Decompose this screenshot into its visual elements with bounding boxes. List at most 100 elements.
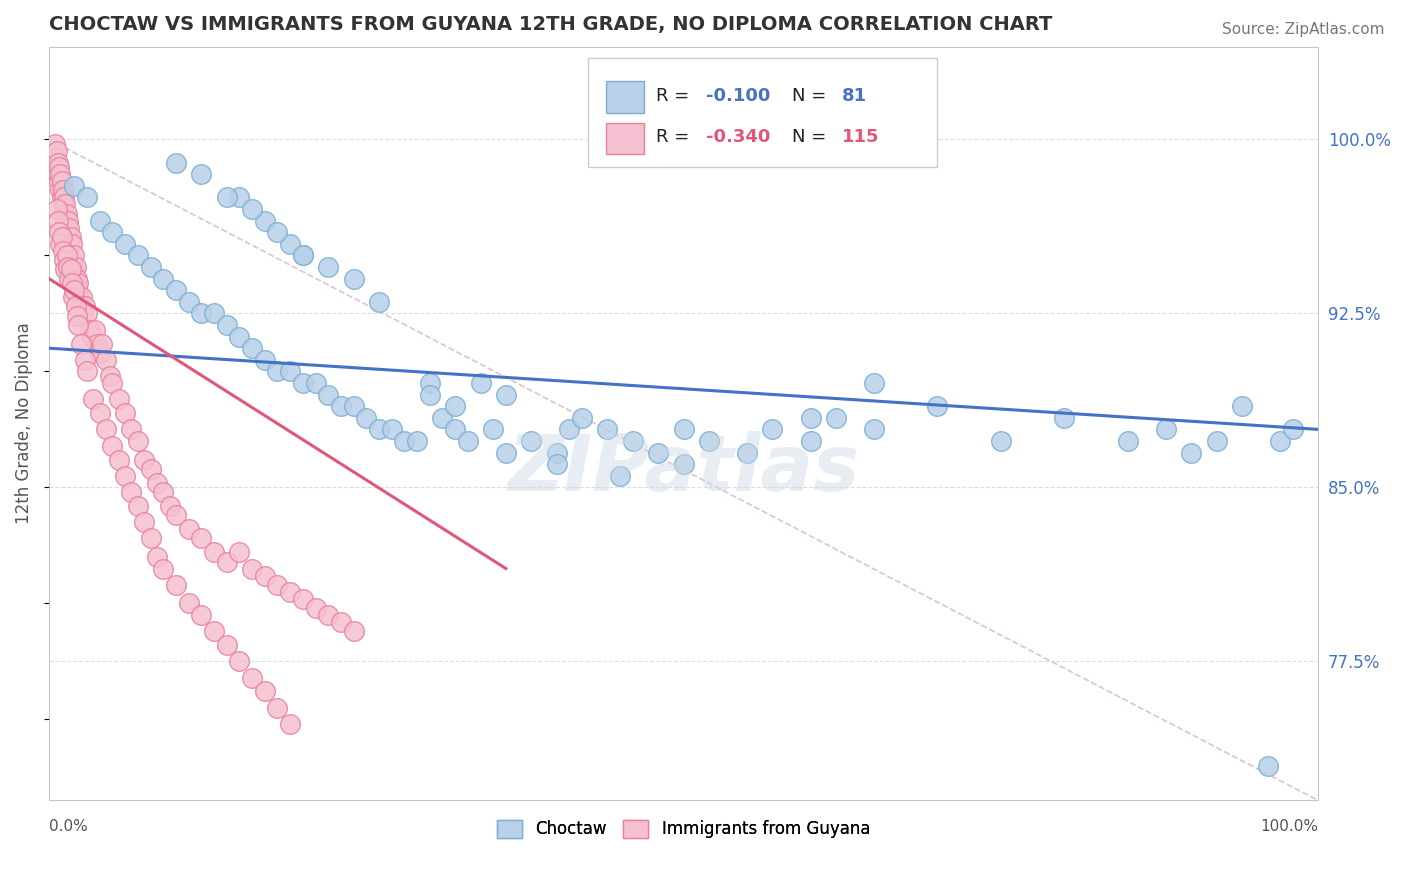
Text: 100.0%: 100.0% — [1260, 819, 1319, 834]
Point — [152, 561, 174, 575]
Point — [240, 341, 263, 355]
Point — [342, 624, 364, 639]
Point — [65, 300, 87, 314]
Point — [1116, 434, 1139, 448]
Point — [91, 336, 114, 351]
Point — [253, 352, 276, 367]
Point — [253, 568, 276, 582]
Point — [240, 671, 263, 685]
Point — [495, 445, 517, 459]
Point — [1180, 445, 1202, 459]
Point — [127, 434, 149, 448]
Point — [67, 277, 90, 291]
Point — [44, 137, 66, 152]
Point — [60, 236, 83, 251]
Y-axis label: 12th Grade, No Diploma: 12th Grade, No Diploma — [15, 323, 32, 524]
Point — [46, 155, 69, 169]
Point — [394, 434, 416, 448]
Point — [134, 452, 156, 467]
Point — [1230, 399, 1253, 413]
Point — [546, 457, 568, 471]
Point — [215, 638, 238, 652]
Point — [863, 376, 886, 390]
Point — [53, 207, 76, 221]
Point — [89, 406, 111, 420]
Point — [58, 236, 80, 251]
Point — [457, 434, 479, 448]
Point — [66, 271, 89, 285]
Point — [83, 323, 105, 337]
Point — [48, 174, 70, 188]
Point — [65, 260, 87, 274]
Text: R =: R = — [655, 128, 695, 146]
Text: CHOCTAW VS IMMIGRANTS FROM GUYANA 12TH GRADE, NO DIPLOMA CORRELATION CHART: CHOCTAW VS IMMIGRANTS FROM GUYANA 12TH G… — [49, 15, 1052, 34]
Point — [291, 376, 314, 390]
Point — [67, 290, 90, 304]
Point — [316, 260, 339, 274]
Point — [127, 248, 149, 262]
Point — [863, 422, 886, 436]
Point — [165, 578, 187, 592]
Point — [621, 434, 644, 448]
Text: 115: 115 — [842, 128, 880, 146]
Point — [546, 445, 568, 459]
Point — [215, 318, 238, 332]
Point — [419, 376, 441, 390]
Point — [51, 230, 73, 244]
Point — [1154, 422, 1177, 436]
Point — [55, 207, 77, 221]
Point — [139, 532, 162, 546]
Point — [329, 615, 352, 629]
Point — [107, 452, 129, 467]
Point — [69, 336, 91, 351]
Point — [121, 422, 143, 436]
Point — [291, 591, 314, 606]
Point — [228, 329, 250, 343]
Point — [190, 532, 212, 546]
Point — [63, 283, 86, 297]
Point — [56, 260, 79, 274]
Point — [177, 522, 200, 536]
Point — [291, 248, 314, 262]
Point — [304, 376, 326, 390]
Point — [86, 336, 108, 351]
Point — [56, 213, 79, 227]
Point — [60, 253, 83, 268]
Point — [432, 410, 454, 425]
Text: R =: R = — [655, 87, 695, 104]
Point — [190, 167, 212, 181]
Text: -0.100: -0.100 — [706, 87, 770, 104]
Point — [159, 499, 181, 513]
Point — [571, 410, 593, 425]
Point — [139, 462, 162, 476]
Point — [927, 399, 949, 413]
Point — [52, 244, 75, 258]
Point — [240, 561, 263, 575]
Point — [101, 225, 124, 239]
Point — [114, 236, 136, 251]
Point — [127, 499, 149, 513]
Point — [56, 230, 79, 244]
Point — [266, 225, 288, 239]
Point — [444, 422, 467, 436]
Point — [672, 457, 695, 471]
Text: N =: N = — [792, 87, 831, 104]
Point — [291, 248, 314, 262]
Point — [94, 352, 117, 367]
Point — [647, 445, 669, 459]
Point — [49, 236, 72, 251]
Point — [215, 190, 238, 204]
Point — [66, 283, 89, 297]
Point — [253, 213, 276, 227]
Point — [134, 515, 156, 529]
Point — [46, 213, 69, 227]
Point — [101, 376, 124, 390]
Point — [152, 485, 174, 500]
Point — [444, 399, 467, 413]
Point — [114, 468, 136, 483]
Point — [419, 387, 441, 401]
Point — [278, 364, 301, 378]
Text: N =: N = — [792, 128, 831, 146]
Text: Source: ZipAtlas.com: Source: ZipAtlas.com — [1222, 22, 1385, 37]
Point — [266, 578, 288, 592]
